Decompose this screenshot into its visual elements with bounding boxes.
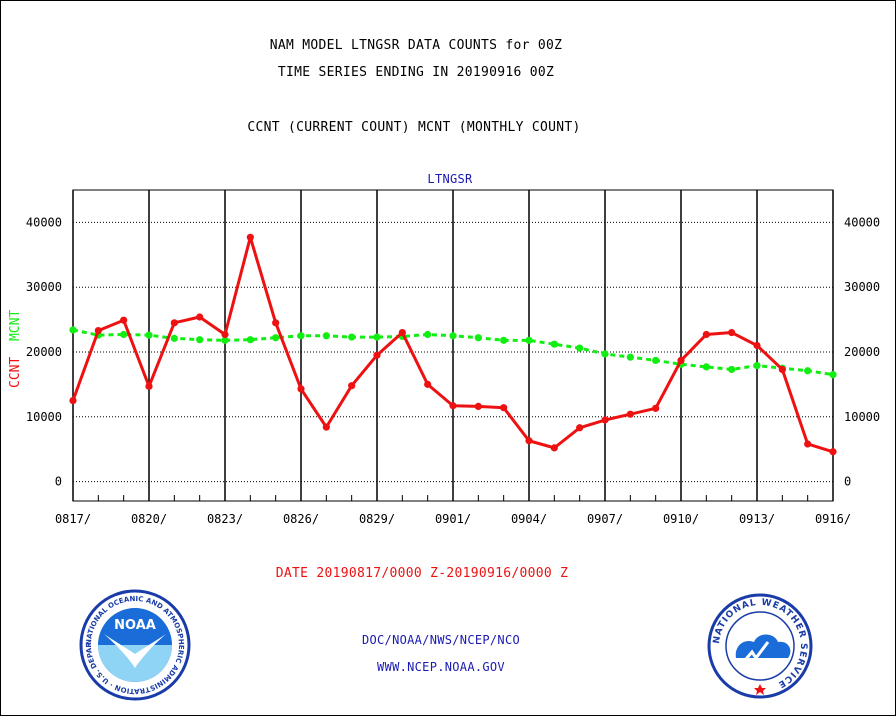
x-tick-label: 0817/ bbox=[55, 512, 91, 526]
data-point-ccnt bbox=[677, 356, 685, 365]
data-point-ccnt bbox=[702, 330, 710, 339]
header-description: CCNT (CURRENT COUNT) MCNT (MONTHLY COUNT… bbox=[247, 120, 581, 135]
data-point-mcnt bbox=[753, 361, 761, 370]
data-point-ccnt bbox=[576, 424, 584, 432]
data-point-mcnt bbox=[576, 344, 584, 352]
data-point-ccnt bbox=[297, 385, 305, 393]
data-point-mcnt bbox=[69, 326, 77, 334]
data-point-mcnt bbox=[804, 367, 812, 375]
data-point-mcnt bbox=[221, 336, 229, 344]
chart-title: LTNGSR bbox=[427, 172, 473, 186]
website-link[interactable]: WWW.NCEP.NOAA.GOV bbox=[377, 660, 505, 674]
noaa-logo-text: NOAA bbox=[114, 618, 156, 633]
data-point-mcnt bbox=[601, 350, 609, 358]
data-point-ccnt bbox=[728, 328, 736, 337]
data-point-mcnt bbox=[297, 332, 305, 340]
data-point-ccnt bbox=[601, 416, 609, 424]
data-point-ccnt bbox=[804, 440, 812, 448]
x-tick-label: 0913/ bbox=[739, 512, 775, 526]
data-point-mcnt bbox=[500, 336, 508, 344]
y-tick-label-left: 0 bbox=[55, 475, 62, 489]
data-point-ccnt bbox=[753, 341, 761, 350]
y-tick-label-left: 40000 bbox=[26, 215, 62, 229]
data-point-mcnt bbox=[474, 334, 482, 342]
data-point-mcnt bbox=[272, 334, 280, 342]
data-point-ccnt bbox=[474, 402, 482, 411]
data-point-mcnt bbox=[348, 333, 356, 341]
date-range: DATE 20190817/0000 Z-20190916/0000 Z bbox=[275, 566, 569, 581]
header-subtitle: TIME SERIES ENDING IN 20190916 00Z bbox=[277, 65, 555, 80]
data-point-mcnt bbox=[145, 331, 153, 339]
data-point-ccnt bbox=[120, 316, 128, 324]
y-tick-label-left: 10000 bbox=[26, 410, 62, 424]
data-point-mcnt bbox=[829, 371, 837, 379]
data-point-ccnt bbox=[449, 402, 457, 410]
y-tick-label-right: 30000 bbox=[844, 280, 880, 294]
data-point-mcnt bbox=[626, 353, 634, 361]
data-point-mcnt bbox=[728, 365, 736, 374]
data-point-mcnt bbox=[196, 336, 204, 344]
x-tick-label: 0910/ bbox=[663, 512, 699, 526]
x-tick-label: 0826/ bbox=[283, 512, 319, 526]
data-point-mcnt bbox=[246, 336, 254, 344]
noaa-logo: NATIONAL OCEANIC AND ATMOSPHERIC ADMINIS… bbox=[78, 588, 191, 701]
x-tick-label: 0901/ bbox=[435, 512, 471, 526]
data-point-ccnt bbox=[652, 404, 660, 412]
y-tick-label-right: 40000 bbox=[844, 215, 880, 229]
data-point-ccnt bbox=[373, 351, 381, 359]
data-point-ccnt bbox=[94, 326, 102, 335]
nws-logo: NATIONAL WEATHER SERVICE bbox=[707, 593, 813, 699]
data-point-ccnt bbox=[424, 380, 432, 388]
data-point-ccnt bbox=[525, 437, 533, 445]
data-point-mcnt bbox=[322, 332, 330, 340]
data-point-mcnt bbox=[550, 340, 558, 348]
x-tick-label: 0820/ bbox=[131, 512, 167, 526]
x-tick-label: 0823/ bbox=[207, 512, 243, 526]
data-point-ccnt bbox=[221, 330, 229, 339]
data-point-ccnt bbox=[272, 319, 280, 327]
data-point-mcnt bbox=[702, 363, 710, 371]
data-point-ccnt bbox=[398, 328, 406, 337]
data-point-ccnt bbox=[626, 410, 634, 418]
data-point-ccnt bbox=[348, 382, 356, 390]
data-point-ccnt bbox=[246, 233, 254, 241]
data-point-ccnt bbox=[829, 448, 837, 456]
y-tick-label-right: 20000 bbox=[844, 345, 880, 359]
data-point-ccnt bbox=[322, 423, 330, 431]
org-path: DOC/NOAA/NWS/NCEP/NCO bbox=[361, 633, 521, 647]
data-point-mcnt bbox=[652, 356, 660, 365]
data-point-ccnt bbox=[550, 444, 558, 452]
data-point-mcnt bbox=[170, 334, 178, 342]
y-tick-label-left: 20000 bbox=[26, 345, 62, 359]
data-point-ccnt bbox=[145, 382, 153, 390]
data-point-mcnt bbox=[120, 330, 128, 339]
header-title: NAM MODEL LTNGSR DATA COUNTS for 00Z bbox=[269, 38, 563, 53]
x-tick-label: 0829/ bbox=[359, 512, 395, 526]
data-point-mcnt bbox=[449, 332, 457, 340]
data-point-mcnt bbox=[424, 330, 432, 339]
y-tick-label-left: 30000 bbox=[26, 280, 62, 294]
x-tick-label: 0907/ bbox=[587, 512, 623, 526]
x-tick-label: 0916/ bbox=[815, 512, 851, 526]
x-tick-label: 0904/ bbox=[511, 512, 547, 526]
data-point-mcnt bbox=[373, 333, 381, 341]
data-point-ccnt bbox=[196, 313, 204, 321]
data-point-mcnt bbox=[525, 336, 533, 344]
data-point-ccnt bbox=[170, 319, 178, 327]
y-tick-label-right: 10000 bbox=[844, 410, 880, 424]
data-point-ccnt bbox=[69, 396, 77, 405]
data-point-ccnt bbox=[500, 404, 508, 412]
y-tick-label-right: 0 bbox=[844, 475, 851, 489]
data-point-ccnt bbox=[778, 365, 786, 374]
